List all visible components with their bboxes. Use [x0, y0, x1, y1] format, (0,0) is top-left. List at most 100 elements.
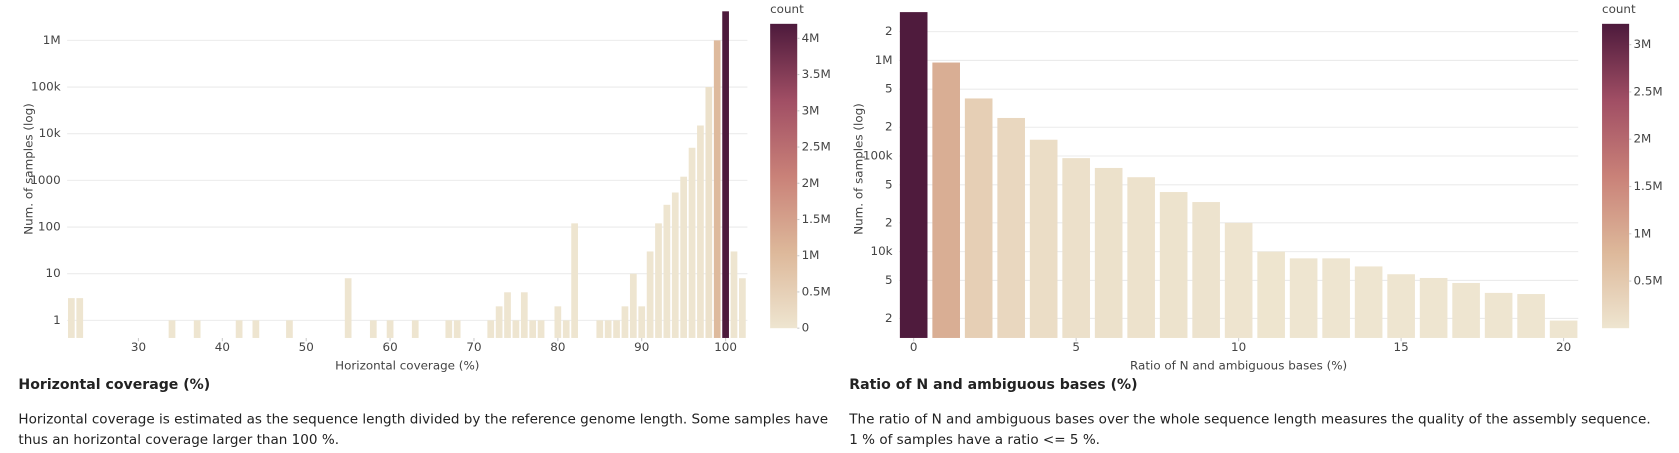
- bar: [688, 147, 696, 338]
- x-tick-label: 80: [550, 340, 565, 354]
- bar: [604, 320, 612, 338]
- y-tick-label: 1M: [43, 33, 61, 47]
- caption: Horizontal coverage (%) Horizontal cover…: [18, 377, 830, 450]
- colorbar-tick-label: 2.5M: [802, 140, 831, 154]
- bar: [629, 273, 637, 338]
- x-tick-label: 90: [634, 340, 649, 354]
- y-tick-label: 10k: [39, 126, 61, 140]
- bar: [235, 320, 243, 338]
- bar: [1127, 177, 1155, 338]
- colorbar-tick-label: 0: [802, 321, 810, 335]
- colorbar-tick-label: 1.5M: [802, 212, 831, 226]
- colorbar-tick-label: 3M: [802, 103, 820, 117]
- bar: [680, 176, 688, 338]
- colorbar-title: count: [770, 2, 804, 16]
- x-tick-label: 50: [299, 340, 314, 354]
- bar: [1387, 274, 1415, 338]
- bar: [1549, 320, 1578, 338]
- bar: [730, 251, 738, 338]
- bar: [1419, 277, 1448, 338]
- colorbar-tick-label: 3M: [1633, 37, 1651, 51]
- bar: [445, 320, 453, 338]
- y-tick-label: 100k: [31, 80, 61, 94]
- colorbar-tick-label: 1M: [1633, 226, 1651, 240]
- bar: [1094, 167, 1123, 338]
- bar: [344, 278, 352, 338]
- y-tick-label: 2: [885, 215, 893, 229]
- bar: [964, 98, 993, 338]
- x-tick-label: 5: [1072, 340, 1080, 354]
- x-tick-label: 70: [466, 340, 481, 354]
- bar: [697, 125, 704, 338]
- bar: [453, 320, 461, 338]
- bar: [76, 298, 84, 338]
- colorbar-tick-label: 0.5M: [802, 284, 831, 298]
- bar: [554, 306, 562, 338]
- y-tick-label: 5: [885, 82, 893, 96]
- bar: [571, 223, 578, 338]
- bar: [495, 306, 503, 338]
- y-tick-label: 5: [885, 177, 893, 191]
- bar: [932, 62, 960, 338]
- x-tick-label: 60: [383, 340, 398, 354]
- colorbar-tick-label: 1M: [802, 248, 820, 262]
- caption-text: The ratio of N and ambiguous bases over …: [849, 410, 1651, 448]
- bar: [1029, 139, 1058, 338]
- bar: [1517, 294, 1545, 338]
- colorbar-title: count: [1602, 2, 1636, 16]
- colorbar-tick-label: 1.5M: [1633, 179, 1662, 193]
- colorbar: [1602, 23, 1630, 329]
- x-tick-label: 15: [1394, 340, 1409, 354]
- bar: [286, 320, 293, 338]
- y-axis-title: Num. of samples (log): [851, 103, 865, 235]
- bar: [705, 87, 713, 338]
- bar: [537, 320, 545, 338]
- bar: [252, 320, 260, 338]
- y-tick-label: 10k: [871, 244, 893, 258]
- bar: [638, 306, 646, 338]
- bar: [193, 320, 201, 338]
- bar: [899, 12, 928, 338]
- bar: [613, 320, 620, 338]
- y-axis-title: Num. of samples (log): [22, 103, 36, 235]
- bar: [663, 204, 671, 338]
- colorbar-tick-label: 2M: [802, 176, 820, 190]
- y-tick-label: 1: [53, 313, 61, 327]
- x-tick-label: 30: [131, 340, 146, 354]
- bar: [411, 320, 419, 338]
- colorbar-tick-label: 4M: [802, 31, 820, 45]
- y-tick-label: 1000: [30, 173, 60, 187]
- x-tick-label: 20: [1556, 340, 1571, 354]
- bar: [529, 320, 537, 338]
- bar: [520, 292, 528, 338]
- y-tick-label: 10: [46, 266, 61, 280]
- x-axis-title: Horizontal coverage (%): [335, 359, 479, 373]
- y-tick-label: 100: [38, 220, 61, 234]
- x-tick-label: 10: [1231, 340, 1246, 354]
- bar: [722, 11, 729, 338]
- bar: [621, 306, 629, 338]
- caption-title: Ratio of N and ambiguous bases (%): [849, 376, 1138, 394]
- x-tick-label: 100: [714, 340, 737, 354]
- bar: [596, 320, 604, 338]
- bar: [168, 320, 176, 338]
- colorbar-tick-label: 2.5M: [1633, 84, 1662, 98]
- bar: [1484, 292, 1513, 338]
- bar: [1257, 251, 1285, 338]
- bar: [504, 292, 511, 338]
- y-tick-label: 100k: [863, 149, 893, 163]
- bar: [386, 320, 394, 338]
- bar: [487, 320, 495, 338]
- bar: [1452, 282, 1480, 338]
- bar: [997, 117, 1025, 338]
- y-tick-label: 2: [885, 311, 893, 325]
- bar: [1354, 266, 1383, 338]
- bar: [369, 320, 377, 338]
- caption-title: Horizontal coverage (%): [18, 376, 211, 394]
- colorbar: [770, 23, 798, 329]
- x-tick-label: 40: [215, 340, 230, 354]
- caption: Ratio of N and ambiguous bases (%) The r…: [849, 377, 1661, 450]
